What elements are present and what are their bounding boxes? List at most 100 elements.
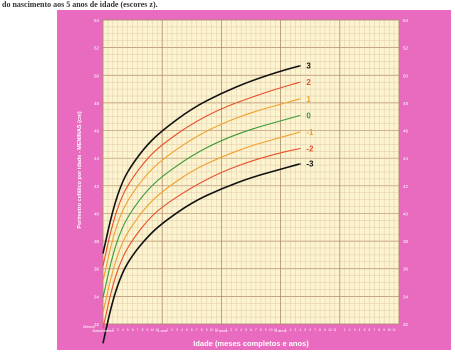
- x-month-tick-label: 8: [378, 328, 380, 332]
- x-month-tick-label: 3: [354, 328, 356, 332]
- x-axis-label: Idade (meses completos e anos): [193, 339, 309, 348]
- x-month-tick-label: 5: [186, 328, 188, 332]
- x-month-tick-label: 2: [112, 328, 114, 332]
- x-month-tick-label: 5: [304, 328, 306, 332]
- y-tick-label-left: 38: [94, 239, 100, 244]
- x-month-tick-label: 2: [230, 328, 232, 332]
- curve-z-0: [102, 114, 301, 298]
- x-month-tick-label: 11: [156, 328, 160, 332]
- x-month-tick-label: 8: [142, 328, 144, 332]
- x-month-tick-label: 5: [245, 328, 247, 332]
- y-tick-label-right: 40: [403, 211, 409, 216]
- y-tick-label-left: 48: [94, 101, 100, 106]
- curves: [102, 64, 302, 344]
- x-month-tick-label: 10: [328, 328, 332, 332]
- x-month-tick-label: 1: [107, 328, 109, 332]
- y-tick-label-right: 50: [403, 73, 409, 78]
- page-caption: do nascimento aos 5 anos de idade (escor…: [2, 0, 158, 9]
- y-tick-label-left: 42: [94, 184, 100, 189]
- y-tick-label-left: 32: [94, 322, 100, 327]
- x-month-tick-label: 1: [166, 328, 168, 332]
- x-month-tick-label: 9: [324, 328, 326, 332]
- x-month-tick-label: 2: [171, 328, 173, 332]
- y-tick-label-right: 52: [403, 46, 409, 51]
- x-month-tick-label: 5: [364, 328, 366, 332]
- curve-z-minus3: [102, 162, 302, 344]
- x-month-tick-label: 3: [235, 328, 237, 332]
- x-month-tick-label: 7: [314, 328, 316, 332]
- x-month-tick-label: 3: [117, 328, 119, 332]
- y-tick-label-right: 54: [403, 18, 409, 23]
- x-month-tick-label: 9: [383, 328, 385, 332]
- x-month-tick-label: 8: [319, 328, 321, 332]
- x-month-tick-label: 6: [250, 328, 252, 332]
- x-month-tick-label: 10: [269, 328, 273, 332]
- curve-z-2: [102, 81, 301, 267]
- x-month-tick-label: 7: [137, 328, 139, 332]
- x-month-tick-label: 4: [181, 328, 183, 332]
- curve-z-minus2: [102, 147, 301, 329]
- x-month-tick-label: 11: [215, 328, 219, 332]
- series-label: 3: [306, 62, 311, 71]
- x-year-label: 3 anos: [275, 328, 287, 333]
- curve-z-3: [102, 64, 302, 254]
- x-month-tick-label: 3: [176, 328, 178, 332]
- x-month-tick-label: 1: [285, 328, 287, 332]
- x-month-tick-label: 11: [333, 328, 337, 332]
- y-tick-label-left: 36: [94, 267, 100, 272]
- x-month-tick-label: 1: [344, 328, 346, 332]
- y-tick-label-left: 34: [94, 294, 100, 299]
- x-month-tick-label: 9: [147, 328, 149, 332]
- x-month-tick-label: 4: [122, 328, 124, 332]
- x-year-label: 1 ano: [157, 328, 168, 333]
- x-month-tick-label: 2: [290, 328, 292, 332]
- x-month-tick-label: 4: [299, 328, 301, 332]
- y-tick-label-left: 46: [94, 129, 100, 134]
- x-month-tick-label: 4: [359, 328, 361, 332]
- y-tick-label-left: 44: [94, 156, 100, 161]
- x-year-label: Nascimento: [92, 328, 114, 333]
- y-tick-label-left: 54: [94, 18, 100, 23]
- x-month-tick-label: 6: [191, 328, 193, 332]
- x-month-tick-label: 6: [309, 328, 311, 332]
- x-month-tick-label: 8: [260, 328, 262, 332]
- x-month-tick-label: 9: [206, 328, 208, 332]
- x-month-tick-label: 11: [392, 328, 396, 332]
- x-month-tick-label: 6: [369, 328, 371, 332]
- x-year-label: 2 anos: [215, 328, 227, 333]
- y-tick-label-right: 44: [403, 156, 409, 161]
- y-tick-label-right: 36: [403, 267, 409, 272]
- x-month-tick-label: 7: [255, 328, 257, 332]
- y-tick-label-right: 42: [403, 184, 409, 189]
- y-tick-label-right: 48: [403, 101, 409, 106]
- x-month-tick-label: 9: [265, 328, 267, 332]
- curve-z-minus1: [102, 131, 301, 314]
- series-label: 1: [306, 95, 311, 104]
- x-month-tick-label: 10: [387, 328, 391, 332]
- x-month-tick-label: 3: [295, 328, 297, 332]
- series-label: 0: [306, 111, 311, 120]
- series-label: -3: [306, 160, 314, 169]
- x-month-tick-label: 7: [196, 328, 198, 332]
- series-label: -2: [306, 145, 314, 154]
- x-month-tick-label: 10: [210, 328, 214, 332]
- x-corner-label: Meses: [83, 324, 95, 329]
- y-tick-label-right: 38: [403, 239, 409, 244]
- y-tick-label-right: 32: [403, 322, 409, 327]
- x-month-tick-label: 2: [349, 328, 351, 332]
- x-month-tick-label: 5: [127, 328, 129, 332]
- x-month-tick-label: 10: [151, 328, 155, 332]
- y-tick-label-left: 52: [94, 46, 100, 51]
- x-month-tick-label: 7: [373, 328, 375, 332]
- curve-z-1: [102, 98, 301, 282]
- y-axis-label: Perímetro cefálico por idade - MENINAS (…: [77, 111, 83, 229]
- x-month-tick-label: 8: [201, 328, 203, 332]
- x-month-tick-label: 4: [240, 328, 242, 332]
- series-label: 2: [306, 78, 311, 87]
- y-tick-label-left: 50: [94, 73, 100, 78]
- series-label: -1: [306, 128, 314, 137]
- x-month-tick-label: 11: [274, 328, 278, 332]
- x-month-tick-label: 6: [132, 328, 134, 332]
